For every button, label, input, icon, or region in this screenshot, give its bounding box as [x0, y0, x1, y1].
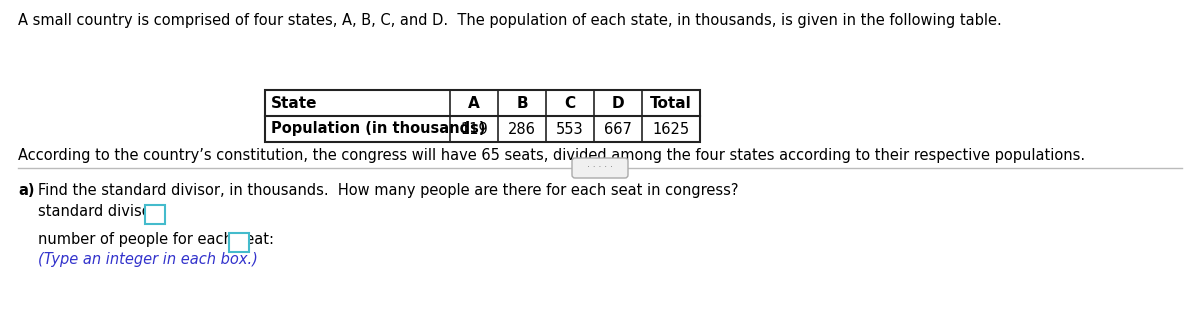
Bar: [229, 233, 250, 252]
Text: D: D: [612, 95, 624, 111]
Text: 553: 553: [556, 121, 584, 136]
Text: standard divisor:: standard divisor:: [38, 204, 162, 219]
Text: 119: 119: [460, 121, 488, 136]
Text: State: State: [271, 95, 318, 111]
Text: A small country is comprised of four states, A, B, C, and D.  The population of : A small country is comprised of four sta…: [18, 13, 1002, 28]
Text: 667: 667: [604, 121, 632, 136]
Text: 1625: 1625: [653, 121, 690, 136]
Text: · · · · ·: · · · · ·: [587, 163, 613, 173]
Text: C: C: [564, 95, 576, 111]
Text: B: B: [516, 95, 528, 111]
Text: Population (in thousands): Population (in thousands): [271, 121, 486, 136]
Text: Find the standard divisor, in thousands.  How many people are there for each sea: Find the standard divisor, in thousands.…: [38, 183, 738, 198]
Text: number of people for each seat:: number of people for each seat:: [38, 232, 274, 247]
Text: (Type an integer in each box.): (Type an integer in each box.): [38, 252, 258, 267]
Bar: [145, 205, 166, 224]
Text: According to the country’s constitution, the congress will have 65 seats, divide: According to the country’s constitution,…: [18, 148, 1085, 163]
FancyBboxPatch shape: [572, 158, 628, 178]
Text: a): a): [18, 183, 35, 198]
Text: 286: 286: [508, 121, 536, 136]
Text: A: A: [468, 95, 480, 111]
Text: Total: Total: [650, 95, 692, 111]
Bar: [265, 90, 700, 142]
